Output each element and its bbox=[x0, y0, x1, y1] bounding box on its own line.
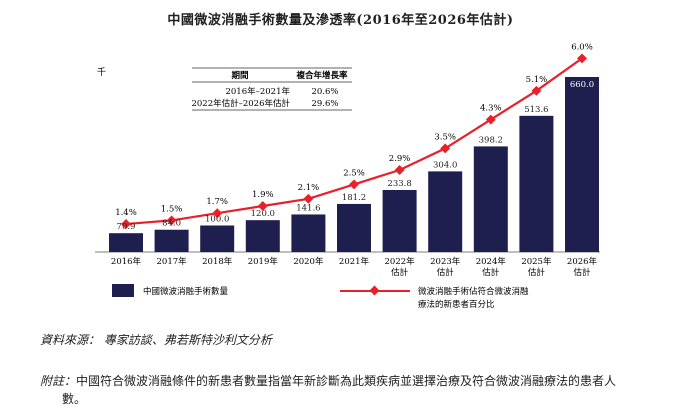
x-tick-label: 估計 bbox=[528, 267, 546, 278]
x-tick-label: 2022年 bbox=[385, 256, 416, 267]
bar-value-label: 304.0 bbox=[433, 160, 457, 170]
line-value-label: 2.1% bbox=[298, 183, 320, 193]
line-value-label: 3.5% bbox=[434, 132, 456, 142]
x-tick-label: 估計 bbox=[573, 267, 591, 278]
bar bbox=[473, 146, 508, 252]
x-tick-label: 2017年 bbox=[157, 256, 188, 267]
cagr-header-period: 期間 bbox=[231, 70, 248, 81]
chart-title: 中國微波消融手術數量及滲透率(2016年至2026年估計) bbox=[167, 13, 514, 28]
line-value-label: 2.5% bbox=[343, 168, 365, 178]
line-marker bbox=[349, 179, 359, 190]
line-marker bbox=[303, 193, 314, 204]
x-tick-label: 2019年 bbox=[248, 256, 279, 267]
line-value-label: 1.9% bbox=[252, 190, 274, 200]
line-marker bbox=[394, 165, 405, 175]
bar bbox=[291, 214, 326, 252]
line-marker bbox=[166, 215, 177, 226]
line-value-label: 1.4% bbox=[115, 208, 137, 218]
bar bbox=[519, 115, 554, 253]
cagr-row-period: 2022年估計–2026年估計 bbox=[191, 98, 290, 109]
x-tick-label: 2016年 bbox=[111, 256, 142, 267]
footnote-lead: 附註： bbox=[40, 374, 77, 388]
line-marker bbox=[121, 219, 131, 229]
bar bbox=[245, 220, 280, 252]
line-marker bbox=[212, 208, 223, 219]
x-tick-label: 估計 bbox=[482, 267, 500, 278]
legend-line-marker bbox=[369, 285, 380, 296]
bar bbox=[109, 233, 143, 252]
line-value-label: 5.1% bbox=[526, 75, 548, 85]
x-tick-label: 估計 bbox=[437, 267, 455, 278]
bar-value-label: 141.6 bbox=[296, 203, 320, 213]
legend: 中國微波消融手術數量 微波消融手術佔符合微波消融 療法的新患者百分比 bbox=[112, 284, 529, 310]
bar bbox=[382, 190, 417, 252]
footnote-text: 中國符合微波消融條件的新患者數量指當年新診斷為此類疾病並選擇治療及符合微波消融療… bbox=[62, 374, 617, 406]
line-marker bbox=[531, 85, 542, 96]
cagr-row-rate: 29.6% bbox=[311, 99, 338, 109]
bar-value-label: 84.0 bbox=[162, 219, 181, 229]
line-marker bbox=[440, 143, 451, 154]
x-tick-label: 2026年 bbox=[567, 256, 598, 267]
cagr-header-rate: 複合年增長率 bbox=[295, 70, 348, 81]
line-value-label: 6.0% bbox=[571, 42, 593, 52]
bar-value-label: 70.9 bbox=[117, 222, 136, 232]
bar bbox=[337, 203, 371, 252]
legend-bar-label: 中國微波消融手術數量 bbox=[143, 286, 229, 297]
x-tick-label: 2025年 bbox=[521, 256, 552, 267]
cagr-row-period: 2016年–2021年 bbox=[225, 86, 290, 97]
line-value-label: 4.3% bbox=[480, 104, 502, 114]
x-tick-label: 2018年 bbox=[202, 256, 233, 267]
legend-line-label: 微波消融手術佔符合微波消融 bbox=[418, 286, 529, 297]
source-note: 資料來源： 專家訪談、弗若斯特沙利文分析 bbox=[40, 333, 272, 347]
footnote: 附註：中國符合微波消融條件的新患者數量指當年新診斷為此類疾病並選擇治療及符合微波… bbox=[40, 372, 640, 408]
bar bbox=[200, 225, 235, 252]
bar-value-label: 120.0 bbox=[251, 209, 275, 219]
x-tick-label: 2020年 bbox=[293, 256, 324, 267]
cagr-table: 期間 複合年增長率 2016年–2021年 20.6% 2022年估計–2026… bbox=[191, 67, 352, 111]
x-tick-label: 2024年 bbox=[476, 256, 507, 267]
bar-value-label: 100.0 bbox=[205, 214, 229, 224]
bar-value-label: 181.2 bbox=[342, 193, 366, 203]
bar bbox=[154, 229, 189, 252]
x-tick-label: 2023年 bbox=[430, 256, 461, 267]
bar-value-label: 513.6 bbox=[524, 105, 548, 115]
line-value-label: 1.5% bbox=[161, 204, 183, 214]
x-tick-label: 估計 bbox=[391, 267, 409, 278]
bar-value-label: 233.8 bbox=[387, 179, 411, 189]
line-value-label: 1.7% bbox=[206, 197, 228, 207]
legend-bar-swatch bbox=[112, 284, 134, 297]
cagr-row-rate: 20.6% bbox=[311, 87, 338, 97]
line-marker bbox=[257, 201, 268, 211]
line-value-label: 2.9% bbox=[389, 154, 411, 164]
legend-line-label: 療法的新患者百分比 bbox=[418, 299, 495, 310]
x-tick-label: 2021年 bbox=[339, 256, 370, 267]
bar bbox=[565, 77, 599, 252]
bar bbox=[428, 171, 463, 252]
line-marker bbox=[577, 53, 587, 64]
unit-label: 千 bbox=[97, 67, 106, 78]
bar-value-label: 398.2 bbox=[479, 135, 503, 145]
bar-value-label: 660.0 bbox=[570, 80, 594, 90]
